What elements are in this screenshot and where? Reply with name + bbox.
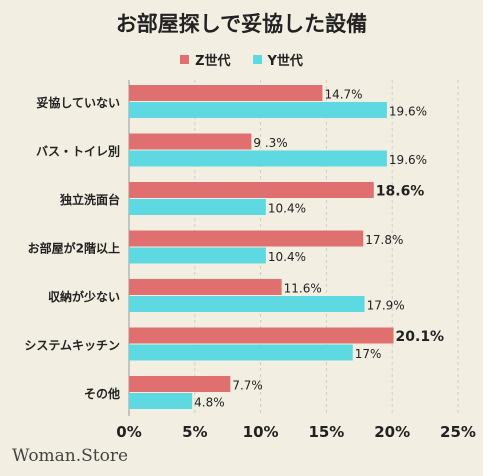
data-label: 18.6%	[376, 184, 425, 200]
bar-z	[129, 182, 374, 198]
bar-y	[129, 150, 387, 167]
category-label: システムキッチン	[24, 339, 120, 353]
legend-label-z: Z世代	[195, 54, 231, 69]
data-label: 7.7%	[232, 379, 263, 393]
data-label: 19.6%	[389, 153, 427, 167]
x-tick-label: 20%	[374, 423, 410, 441]
category-label: 妥協していない	[36, 95, 120, 110]
data-label: 17%	[355, 347, 382, 361]
data-label: 20.1%	[396, 329, 445, 345]
legend-item-z: Z世代	[180, 50, 231, 69]
category-label: お部屋が2階以上	[28, 241, 120, 256]
bar-z	[129, 376, 231, 392]
data-label: 17.8%	[365, 233, 403, 247]
bar-y	[129, 393, 193, 409]
category-label: 収納が少ない	[48, 289, 120, 304]
data-label: 10.4%	[268, 250, 306, 264]
data-label: 17.9%	[367, 299, 405, 313]
data-label: 10.4%	[268, 202, 306, 216]
bar-z	[129, 279, 282, 295]
category-label: その他	[84, 386, 120, 401]
legend-item-y: Y世代	[252, 50, 303, 69]
bar-y	[129, 199, 266, 215]
data-label: 4.8%	[194, 396, 225, 410]
legend-swatch-y	[252, 55, 262, 64]
chart-legend: Z世代 Y世代	[0, 50, 483, 69]
bar-y	[129, 296, 365, 312]
bar-y	[129, 102, 387, 118]
bar-y	[129, 247, 266, 264]
data-label: 14.7%	[324, 88, 362, 102]
category-label: 独立洗面台	[59, 192, 120, 207]
bar-z	[129, 327, 394, 344]
legend-swatch-z	[180, 55, 190, 64]
x-tick-label: 25%	[440, 423, 476, 441]
category-label: バス・トイレ別	[36, 145, 120, 159]
chart-title: お部屋探しで妥協した設備	[115, 12, 368, 36]
x-tick-label: 0%	[116, 423, 141, 441]
bar-z	[129, 85, 323, 101]
x-tick-label: 15%	[308, 423, 344, 441]
x-tick-label: 5%	[182, 423, 207, 441]
legend-label-y: Y世代	[267, 54, 303, 69]
brand-logo: Woman.Store	[12, 446, 129, 466]
data-label: 11.6%	[284, 282, 322, 296]
bar-y	[129, 344, 353, 361]
data-label: 9 .3%	[253, 136, 287, 150]
bar-z	[129, 230, 364, 247]
data-label: 19.6%	[389, 105, 427, 119]
bar-z	[129, 133, 252, 150]
x-tick-label: 10%	[243, 423, 279, 441]
